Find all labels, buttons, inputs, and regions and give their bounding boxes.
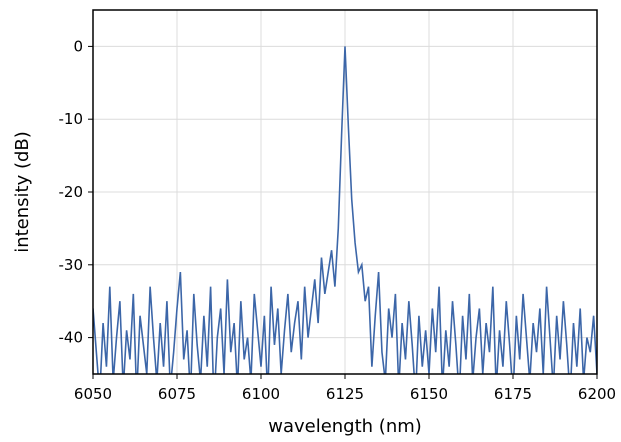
y-tick-label: -20 [59,183,84,201]
x-tick-label: 6175 [494,385,532,403]
x-tick-label: 6050 [74,385,112,403]
y-tick-label: -10 [59,110,84,128]
y-tick-label: 0 [73,37,83,55]
x-tick-label: 6125 [326,385,364,403]
x-tick-label: 6100 [242,385,280,403]
x-axis-label: wavelength (nm) [268,416,422,437]
y-tick-label: -40 [59,329,84,347]
data-line [93,46,597,374]
y-axis-label: intensity (dB) [12,131,33,253]
plot-frame [92,9,598,375]
y-tick-label: -30 [59,256,84,274]
x-tick-label: 6075 [158,385,196,403]
x-tick-label: 6200 [578,385,616,403]
x-tick-label: 6150 [410,385,448,403]
